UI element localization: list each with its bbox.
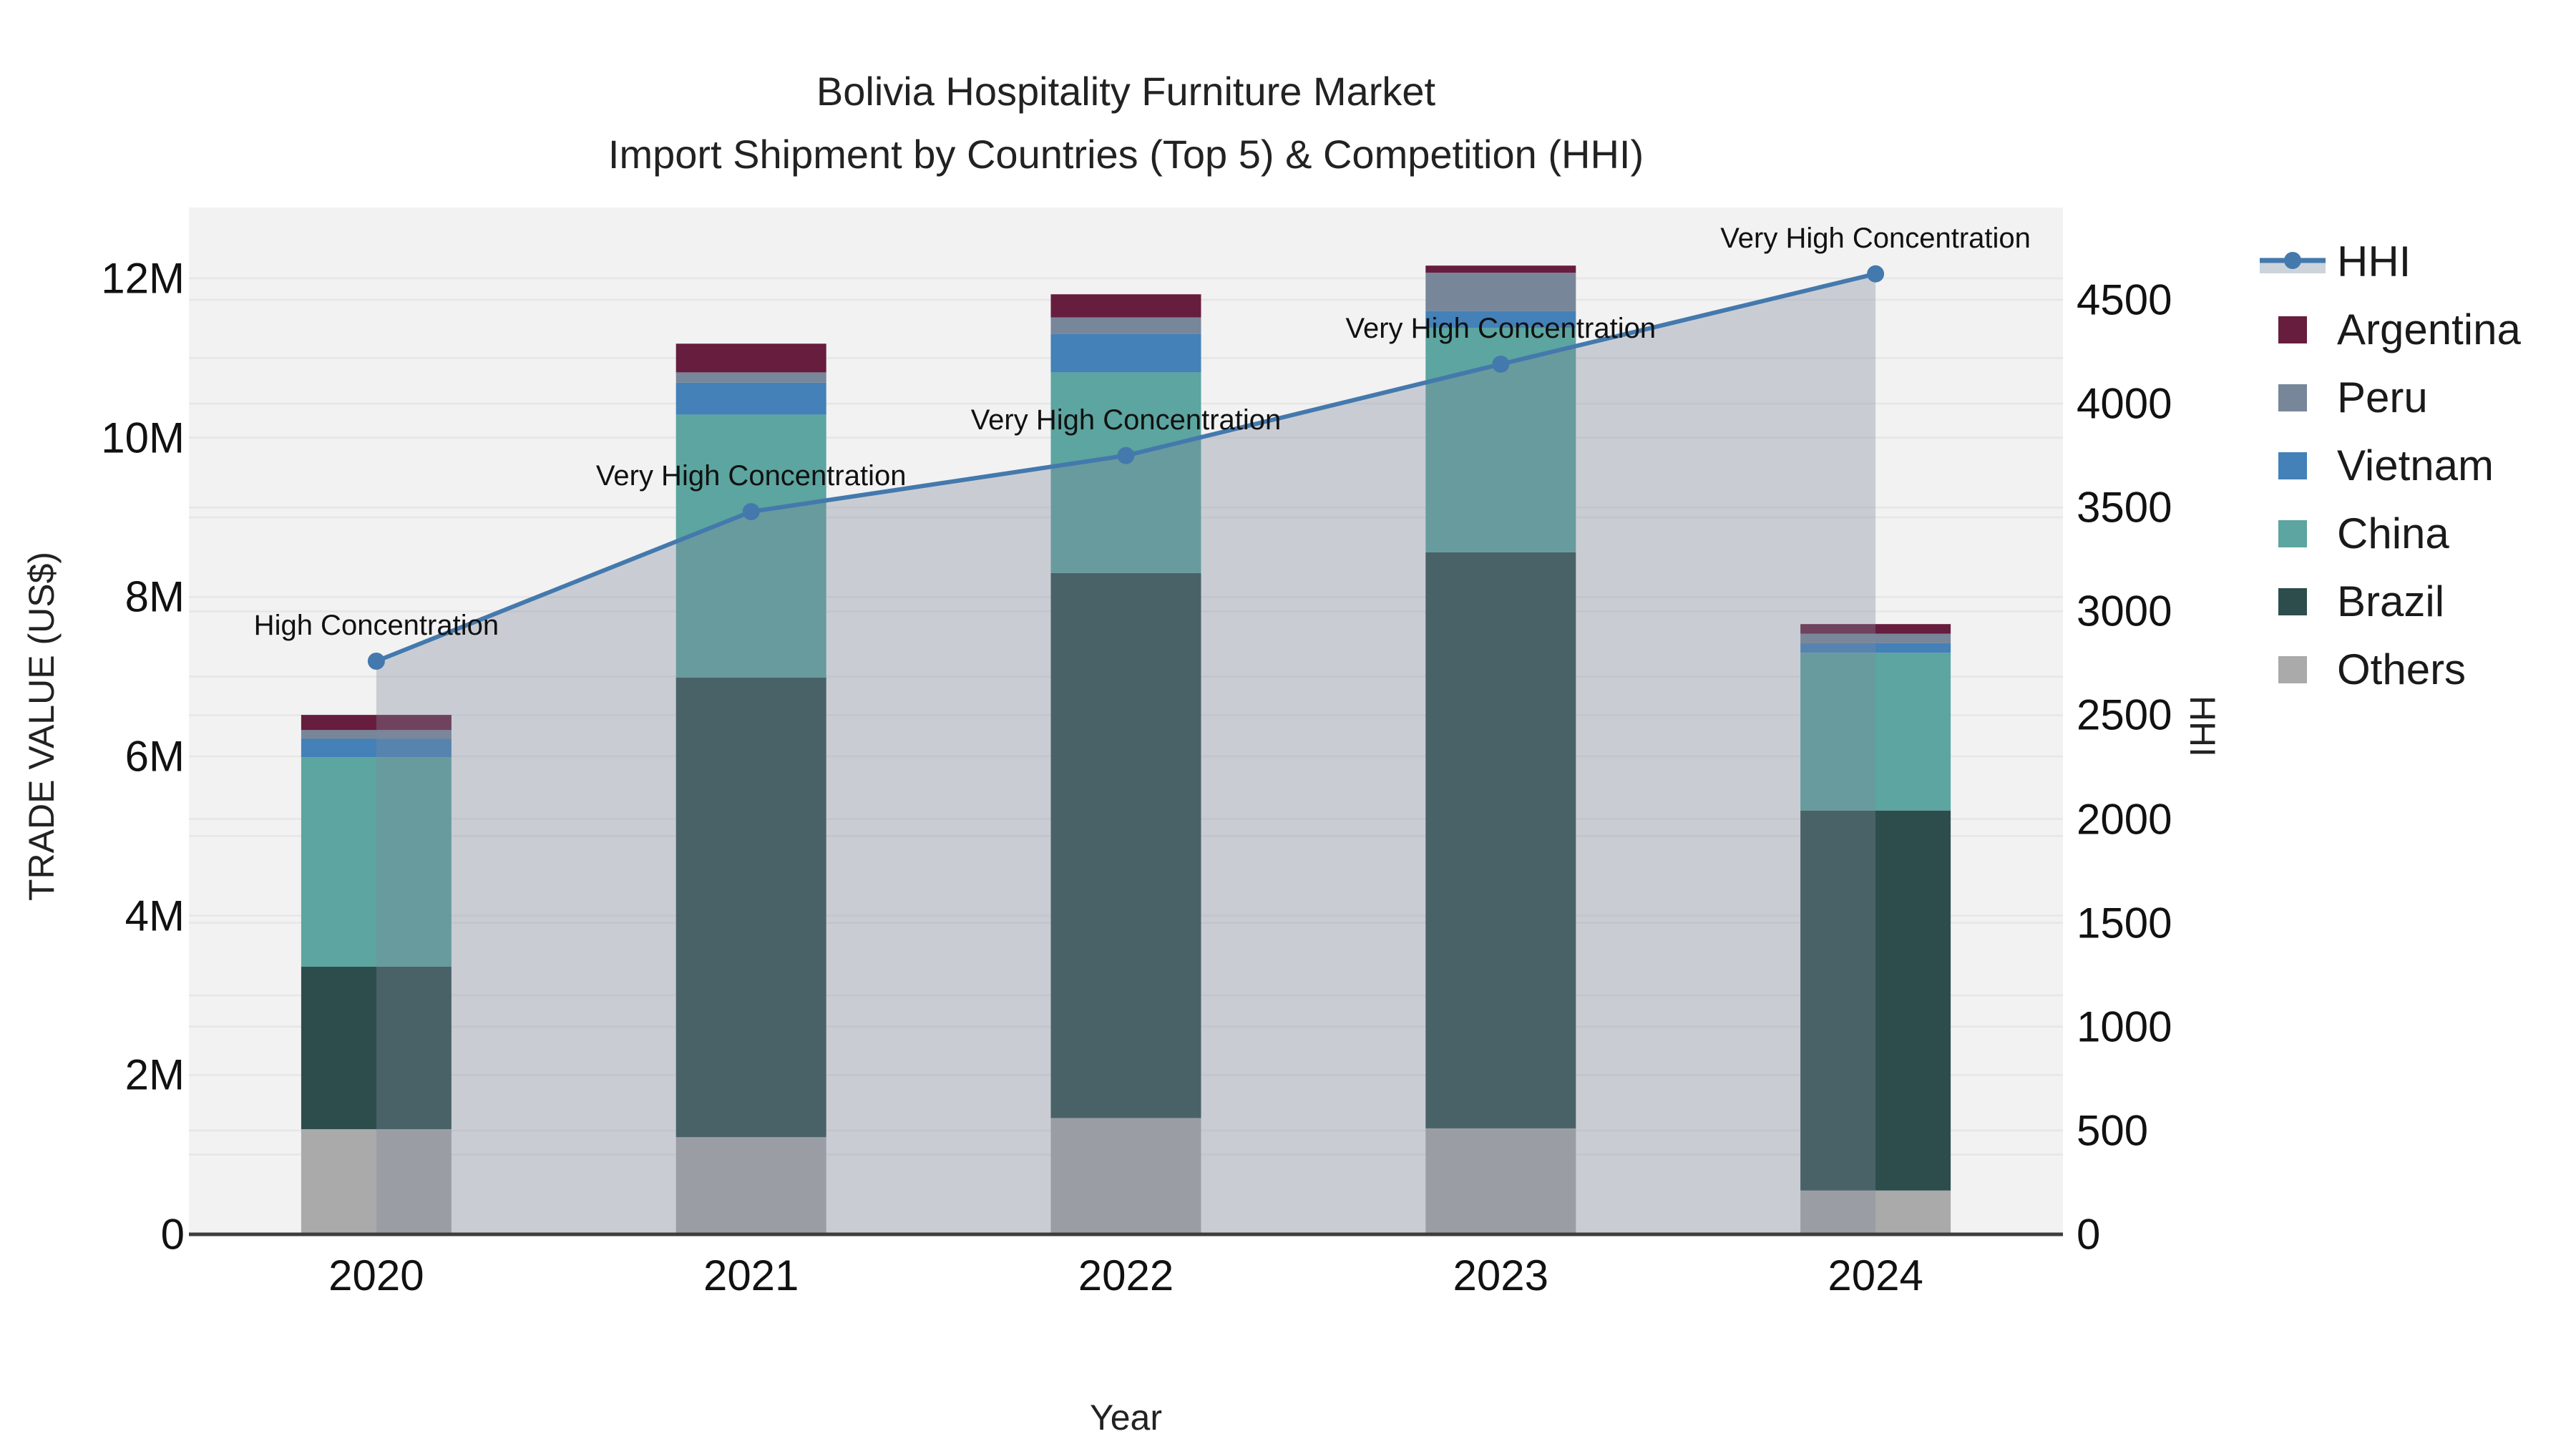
x-tick-label: 2023: [1453, 1252, 1549, 1299]
bar-segment-china-2021[interactable]: [675, 414, 826, 678]
legend-item-label: China: [2337, 509, 2449, 557]
bar-segment-brazil-2024[interactable]: [1800, 810, 1951, 1191]
x-tick-label: 2022: [1078, 1252, 1174, 1299]
bar-segment-others-2020[interactable]: [301, 1129, 452, 1234]
annotation-2021: Very High Concentration: [595, 460, 907, 492]
bar-segment-china-2022[interactable]: [1050, 372, 1201, 573]
y-axis-title: TRADE VALUE (US$): [21, 551, 62, 902]
y-right-tick-label: 0: [2077, 1210, 2101, 1259]
bar-segment-vietnam-2022[interactable]: [1050, 333, 1201, 373]
annotation-2022: Very High Concentration: [970, 404, 1282, 436]
bar-segment-others-2021[interactable]: [675, 1137, 826, 1234]
x-tick-label: 2020: [328, 1252, 424, 1299]
bar-segment-brazil-2023[interactable]: [1425, 552, 1576, 1128]
y2-axis-title: HHI: [2182, 695, 2223, 758]
hhi-marker-2022[interactable]: [1117, 447, 1135, 464]
legend-item-brazil[interactable]: Brazil: [2260, 567, 2521, 635]
y-left-tick-label: 6M: [125, 732, 185, 781]
bar-segment-peru-2023[interactable]: [1425, 273, 1576, 311]
y-left-tick-label: 4M: [125, 892, 185, 940]
legend-item-label: Brazil: [2337, 577, 2445, 625]
legend-item-label: Argentina: [2337, 306, 2521, 353]
y-right-tick-label: 4500: [2077, 275, 2172, 324]
bar-segment-vietnam-2020[interactable]: [301, 738, 452, 758]
y-right-tick-label: 2500: [2077, 691, 2172, 739]
bar-segment-brazil-2022[interactable]: [1050, 572, 1201, 1118]
bar-segment-vietnam-2024[interactable]: [1800, 643, 1951, 653]
bar-segment-others-2024[interactable]: [1800, 1190, 1951, 1234]
bar-segment-brazil-2020[interactable]: [301, 966, 452, 1130]
bar-segment-others-2023[interactable]: [1425, 1128, 1576, 1234]
y-left-tick-label: 0: [160, 1210, 185, 1259]
bar-segment-brazil-2021[interactable]: [675, 677, 826, 1138]
hhi-marker-2021[interactable]: [742, 503, 760, 521]
bar-segment-argentina-2022[interactable]: [1050, 294, 1201, 318]
y-right-tick-label: 2000: [2077, 795, 2172, 844]
legend-item-label: Others: [2337, 645, 2467, 693]
color-swatch-icon: [2260, 316, 2326, 343]
legend-item-label: Peru: [2337, 374, 2428, 421]
x-tick-label: 2024: [1828, 1252, 1923, 1299]
legend-item-argentina[interactable]: Argentina: [2260, 296, 2521, 364]
y-right-tick-label: 1000: [2077, 1002, 2172, 1051]
hhi-marker-2020[interactable]: [367, 652, 385, 670]
chart-title-line1: Bolivia Hospitality Furniture Market: [816, 69, 1436, 114]
bar-segment-argentina-2023[interactable]: [1425, 265, 1576, 273]
bar-segment-peru-2021[interactable]: [675, 372, 826, 383]
bar-segment-peru-2022[interactable]: [1050, 317, 1201, 334]
hhi-line-swatch-icon: [2260, 245, 2326, 279]
legend-item-label: HHI: [2337, 238, 2411, 286]
x-tick-label: 2021: [703, 1252, 799, 1299]
bar-segment-china-2024[interactable]: [1800, 653, 1951, 811]
hhi-marker-2024[interactable]: [1867, 265, 1885, 283]
color-swatch-icon: [2260, 587, 2326, 615]
bar-segment-argentina-2021[interactable]: [675, 343, 826, 373]
hhi-marker-2023[interactable]: [1492, 355, 1510, 373]
bar-segment-peru-2020[interactable]: [301, 730, 452, 739]
chart-title: Bolivia Hospitality Furniture Market Imp…: [189, 60, 2063, 186]
annotation-2023: Very High Concentration: [1345, 312, 1657, 344]
legend-item-label: Vietnam: [2337, 441, 2494, 489]
y-left-tick-label: 8M: [125, 572, 185, 621]
legend-item-hhi[interactable]: HHI: [2260, 228, 2521, 296]
color-swatch-icon: [2260, 384, 2326, 411]
y-left-tick-label: 10M: [101, 414, 185, 462]
bar-segment-others-2022[interactable]: [1050, 1118, 1201, 1234]
chart-title-line2: Import Shipment by Countries (Top 5) & C…: [608, 132, 1644, 177]
y-right-tick-label: 500: [2077, 1106, 2149, 1155]
y-right-tick-label: 3000: [2077, 587, 2172, 635]
legend-item-china[interactable]: China: [2260, 499, 2521, 567]
color-swatch-icon: [2260, 452, 2326, 479]
color-swatch-icon: [2260, 655, 2326, 683]
bar-segment-vietnam-2021[interactable]: [675, 382, 826, 415]
legend: HHI Argentina Peru Vietnam China Brazil Others: [2260, 228, 2521, 703]
color-swatch-icon: [2260, 519, 2326, 547]
y-right-tick-label: 1500: [2077, 899, 2172, 947]
bar-segment-china-2020[interactable]: [301, 757, 452, 967]
legend-item-vietnam[interactable]: Vietnam: [2260, 431, 2521, 499]
y-left-tick-label: 12M: [101, 254, 185, 303]
x-axis-title: Year: [1089, 1397, 1163, 1438]
bar-segment-peru-2024[interactable]: [1800, 633, 1951, 643]
y-left-tick-label: 2M: [125, 1050, 185, 1099]
bar-segment-argentina-2020[interactable]: [301, 715, 452, 731]
y-right-tick-label: 3500: [2077, 483, 2172, 532]
legend-item-peru[interactable]: Peru: [2260, 364, 2521, 431]
bar-segment-argentina-2024[interactable]: [1800, 624, 1951, 634]
bar-segment-vietnam-2023[interactable]: [1425, 311, 1576, 328]
annotation-2024: Very High Concentration: [1720, 222, 2031, 254]
legend-item-others[interactable]: Others: [2260, 635, 2521, 703]
y-right-tick-label: 4000: [2077, 379, 2172, 428]
annotation-2020: High Concentration: [253, 609, 499, 641]
